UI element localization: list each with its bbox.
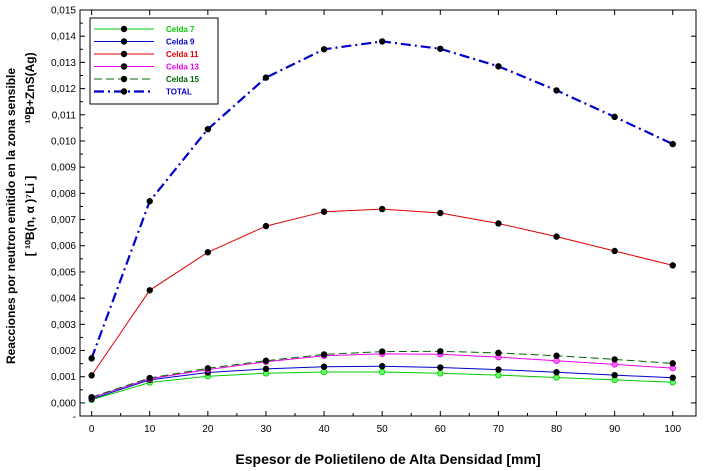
data-point bbox=[146, 287, 153, 294]
legend-box bbox=[89, 17, 219, 105]
data-point bbox=[320, 46, 328, 53]
data-point bbox=[262, 222, 270, 230]
data-point bbox=[495, 366, 502, 373]
data-point bbox=[495, 220, 502, 227]
data-point bbox=[320, 351, 328, 358]
legend-label: Celda 13 bbox=[166, 63, 199, 72]
data-point bbox=[437, 209, 444, 217]
legend-marker bbox=[120, 75, 128, 83]
data-point bbox=[495, 371, 502, 379]
legend-marker bbox=[120, 88, 128, 95]
legend: Celda 7 Celda 9 Celda 11 Celda 13 Celda 15 TO… bbox=[89, 17, 219, 105]
x-tick-label: 60 bbox=[435, 424, 447, 435]
data-point bbox=[320, 368, 328, 376]
x-tick-label: 20 bbox=[202, 424, 214, 435]
legend-marker bbox=[120, 50, 128, 58]
data-point bbox=[495, 63, 502, 70]
data-point bbox=[669, 140, 676, 148]
y-tick-label: 0,000 bbox=[51, 398, 76, 409]
legend-marker bbox=[120, 25, 128, 33]
data-point bbox=[204, 365, 212, 372]
y-tick-label: 0,015 bbox=[51, 6, 76, 17]
data-point bbox=[553, 369, 560, 376]
y-tick-label: 0,011 bbox=[52, 110, 77, 121]
data-point bbox=[88, 355, 95, 362]
x-tick-label: 0 bbox=[89, 424, 95, 435]
y-tick-label: 0,013 bbox=[51, 58, 76, 69]
legend-marker bbox=[120, 63, 128, 70]
data-point bbox=[553, 374, 560, 381]
series-group bbox=[88, 38, 676, 403]
data-point bbox=[320, 363, 328, 370]
y-tick-label: 0,006 bbox=[51, 241, 76, 252]
data-point bbox=[553, 352, 560, 359]
x-tick-label: 80 bbox=[551, 424, 563, 435]
y-tick-label: 0,001 bbox=[51, 372, 76, 383]
data-point bbox=[611, 356, 618, 363]
x-tick-label: 40 bbox=[319, 424, 331, 435]
data-point bbox=[262, 357, 270, 364]
x-tick-label: 90 bbox=[609, 424, 621, 435]
y-tick-label: 0,008 bbox=[51, 189, 76, 200]
data-point bbox=[669, 374, 676, 381]
data-point bbox=[204, 249, 212, 256]
y-tick-label: 0,004 bbox=[51, 294, 76, 305]
y-tick-label: 0,003 bbox=[51, 320, 76, 331]
data-point bbox=[88, 372, 95, 379]
data-point bbox=[669, 262, 676, 269]
data-point bbox=[669, 360, 676, 367]
data-point bbox=[553, 87, 560, 94]
data-point bbox=[611, 113, 618, 121]
x-tick-label: 10 bbox=[144, 424, 156, 435]
data-point bbox=[320, 208, 328, 215]
y-tick-label: - bbox=[73, 412, 76, 423]
legend-label: Celda 7 bbox=[166, 25, 195, 34]
x-tick-label: 100 bbox=[664, 424, 681, 435]
y-tick-label: 0,002 bbox=[51, 346, 76, 357]
data-point bbox=[262, 365, 270, 373]
data-point bbox=[378, 348, 386, 355]
y-axis-title: Reacciones por neutron emitido en la zon… bbox=[4, 68, 18, 364]
y-tick-label: 0,012 bbox=[51, 84, 76, 95]
legend-label: TOTAL bbox=[166, 88, 192, 97]
x-axis-title: Espesor de Polietileno de Alta Densidad … bbox=[235, 451, 540, 467]
x-tick-label: 70 bbox=[493, 424, 505, 435]
axis-ticks: 0 10 20 30 40 50 60 70 80 90 100 - 0,000 0,001 0,002 0,… bbox=[51, 6, 696, 435]
data-point bbox=[553, 233, 560, 240]
legend-label: Celda 15 bbox=[166, 75, 199, 84]
y-tick-label: 0,007 bbox=[51, 215, 76, 226]
legend-marker bbox=[120, 38, 128, 45]
data-point bbox=[437, 364, 444, 371]
y-axis-right-label: ¹⁰B+ZnS(Ag) bbox=[23, 52, 37, 123]
data-point bbox=[204, 125, 212, 133]
y-tick-label: 0,009 bbox=[51, 163, 76, 174]
y-tick-label: 0,005 bbox=[51, 267, 76, 278]
data-point bbox=[146, 374, 153, 382]
y-tick-label: 0,014 bbox=[51, 32, 76, 43]
legend-label: Celda 9 bbox=[166, 38, 195, 47]
data-point bbox=[262, 74, 270, 81]
y-tick-label: 0,010 bbox=[51, 136, 76, 147]
data-point bbox=[611, 371, 618, 379]
x-tick-label: 50 bbox=[377, 424, 389, 435]
data-point bbox=[437, 348, 444, 355]
data-point bbox=[378, 363, 386, 370]
data-point bbox=[437, 45, 444, 52]
legend-label: Celda 11 bbox=[166, 50, 199, 59]
data-point bbox=[437, 370, 444, 377]
data-point bbox=[611, 247, 618, 255]
data-point bbox=[378, 38, 386, 45]
y-axis-subtitle: [ ¹⁰B(n, α )⁷Li ] bbox=[23, 176, 37, 256]
data-point bbox=[88, 393, 95, 401]
data-point bbox=[146, 198, 153, 205]
data-point bbox=[378, 368, 386, 376]
data-point bbox=[495, 349, 502, 357]
x-tick-label: 30 bbox=[260, 424, 272, 435]
data-point bbox=[378, 205, 386, 213]
